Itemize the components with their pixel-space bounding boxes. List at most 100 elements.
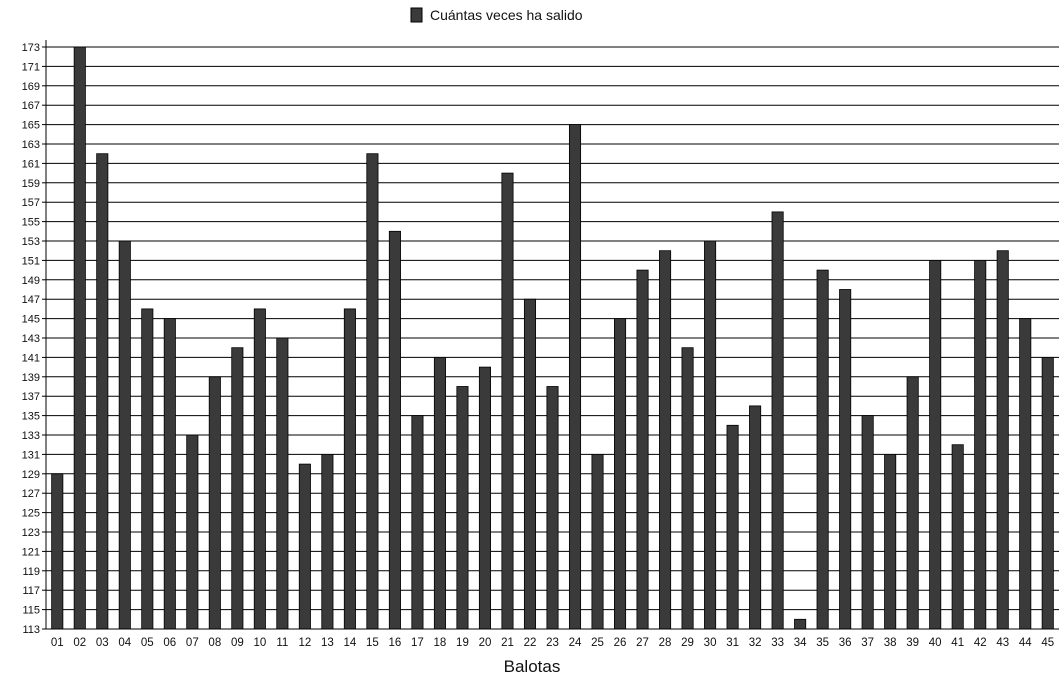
y-tick-label: 119: [22, 566, 40, 578]
bar-15: [366, 153, 379, 630]
y-tick-label: 147: [22, 294, 40, 306]
y-tick-label: 143: [22, 333, 40, 345]
x-tick-label: 17: [411, 637, 424, 649]
bar-22: [523, 298, 537, 630]
y-tick-label: 125: [22, 508, 40, 520]
x-tick-label: 29: [681, 637, 694, 649]
bar-19: [456, 386, 469, 630]
y-tick-label: 153: [22, 236, 40, 248]
x-tick-label: 27: [636, 637, 649, 649]
bar-16: [388, 230, 401, 630]
y-tick-label: 115: [22, 605, 40, 617]
bar-06: [163, 318, 176, 630]
bar-11: [276, 337, 289, 630]
bar-27: [636, 269, 649, 630]
bar-05: [141, 308, 154, 630]
x-tick-label: 26: [614, 637, 627, 649]
x-tick-label: 02: [73, 637, 86, 649]
bar-35: [816, 269, 829, 630]
y-tick-label: 141: [22, 352, 40, 364]
x-tick-label: 21: [501, 637, 514, 649]
x-tick-label: 44: [1019, 637, 1032, 649]
x-tick-label: 42: [974, 637, 987, 649]
x-tick-label: 10: [253, 637, 266, 649]
x-tick-label: 32: [749, 637, 762, 649]
y-tick-label: 157: [22, 197, 40, 209]
y-tick-label: 131: [22, 449, 40, 461]
bar-08: [208, 376, 221, 630]
y-tick-label: 135: [22, 411, 40, 423]
x-tick-label: 08: [208, 637, 221, 649]
x-tick-label: 14: [344, 637, 357, 649]
x-tick-label: 07: [186, 637, 199, 649]
bar-30: [704, 240, 717, 630]
y-tick-label: 145: [22, 314, 40, 326]
bar-18: [433, 356, 446, 630]
x-tick-label: 04: [118, 637, 131, 649]
x-tick-label: 25: [591, 637, 604, 649]
bar-40: [929, 259, 942, 630]
x-tick-label: 34: [794, 637, 807, 649]
y-tick-label: 113: [22, 624, 40, 636]
bar-38: [884, 453, 897, 630]
bar-20: [478, 366, 491, 630]
y-tick-label: 155: [22, 217, 40, 229]
x-axis-ticks: 01 02 03 04 05 06 07 08 09 10 11 12 13 14 15 16 17 18 19 20…: [51, 637, 1054, 649]
bar-23: [546, 386, 559, 630]
y-tick-label: 133: [22, 430, 40, 442]
x-tick-label: 33: [771, 637, 784, 649]
y-tick-label: 165: [22, 120, 40, 132]
bar-29: [681, 347, 694, 630]
bar-10: [253, 308, 266, 630]
x-tick-label: 13: [321, 637, 334, 649]
bar-12: [298, 463, 311, 630]
x-tick-label: 36: [839, 637, 852, 649]
bar-09: [231, 347, 244, 630]
legend-swatch: [410, 7, 423, 23]
bar-07: [186, 434, 199, 630]
x-tick-label: 18: [434, 637, 447, 649]
x-tick-label: 11: [276, 637, 288, 649]
y-tick-label: 163: [22, 139, 40, 151]
x-tick-label: 31: [726, 637, 739, 649]
x-tick-label: 19: [456, 637, 469, 649]
x-tick-label: 20: [479, 637, 492, 649]
bar-04: [118, 240, 131, 630]
bar-43: [996, 250, 1009, 630]
x-tick-label: 06: [163, 637, 176, 649]
x-tick-label: 40: [929, 637, 942, 649]
bar-37: [861, 415, 874, 630]
bar-39: [906, 376, 919, 630]
bar-41: [951, 444, 964, 630]
x-tick-label: 03: [96, 637, 109, 649]
y-tick-label: 121: [22, 546, 40, 558]
bar-25: [591, 453, 604, 630]
y-tick-label: 159: [22, 178, 40, 190]
bar-36: [839, 289, 852, 630]
x-tick-label: 39: [906, 637, 919, 649]
x-axis-title: Balotas: [504, 657, 561, 676]
bar-17: [411, 415, 424, 630]
x-tick-label: 22: [524, 637, 537, 649]
bar-01: [51, 473, 64, 630]
y-tick-label: 139: [22, 372, 40, 384]
x-tick-label: 01: [51, 637, 64, 649]
bar-21: [501, 172, 514, 630]
bar-03: [96, 153, 109, 630]
x-tick-label: 09: [231, 637, 244, 649]
y-tick-label: 169: [22, 81, 40, 93]
x-tick-label: 38: [884, 637, 897, 649]
bar-02: [73, 46, 86, 630]
y-tick-label: 137: [22, 391, 40, 403]
x-tick-label: 15: [366, 637, 379, 649]
y-tick-label: 171: [22, 61, 40, 73]
y-tick-label: 117: [22, 585, 40, 597]
x-tick-label: 16: [389, 637, 402, 649]
x-tick-label: 12: [298, 637, 311, 649]
bar-34: [794, 618, 807, 630]
bar-44: [1019, 318, 1032, 630]
y-tick-label: 151: [22, 255, 40, 267]
bar-31: [726, 424, 739, 630]
